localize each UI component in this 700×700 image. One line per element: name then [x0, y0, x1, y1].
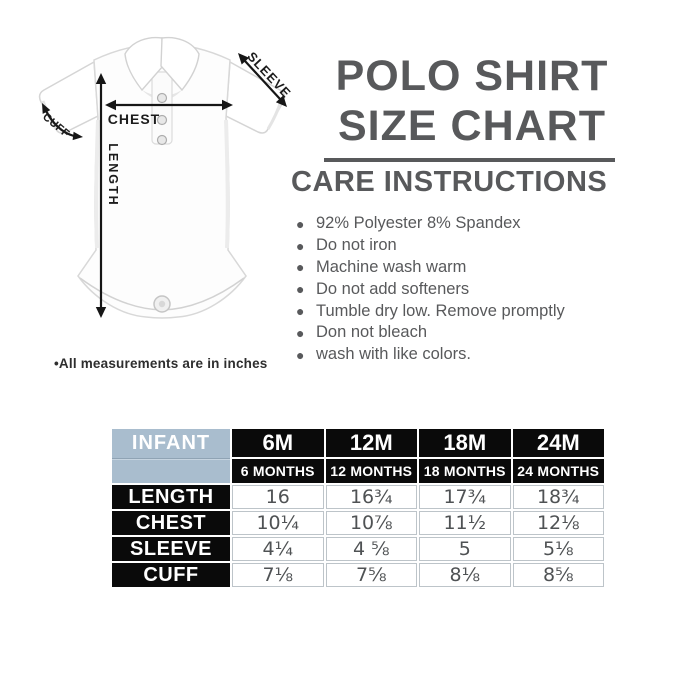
- measurements-note: •All measurements are in inches: [54, 356, 268, 371]
- infant-label: INFANT: [131, 432, 211, 454]
- chest-label: CHEST: [108, 111, 160, 127]
- list-item: ● Tumble dry low. Remove promptly: [296, 300, 656, 322]
- collar-right-flap: [160, 36, 200, 92]
- row-header-chest: CHEST: [112, 511, 230, 535]
- bullet-icon: ●: [296, 324, 305, 341]
- title-line-1: POLO SHIRT: [335, 52, 609, 100]
- bullet-icon: ●: [296, 259, 305, 276]
- bullet-icon: ●: [296, 303, 305, 320]
- placket-button-2: [156, 114, 168, 126]
- table-cell: 12⅛: [512, 511, 604, 535]
- body-shade-left: [94, 119, 100, 249]
- column-header-12m: 12M: [325, 429, 417, 457]
- column-header-24m: 24M: [512, 429, 604, 457]
- table-cell: 4 ⅝: [325, 537, 417, 561]
- bullet-icon: ●: [296, 281, 305, 298]
- row-header-length: LENGTH: [112, 485, 230, 509]
- column-subheader-6-months: 6 MONTHS: [232, 459, 324, 483]
- table-cell: 17¾: [419, 485, 511, 509]
- table-cell: 10⅞: [325, 511, 417, 535]
- onesie-illustration: CHEST LENGTH SLEEVE CUFF: [30, 28, 310, 358]
- table-cell: 5⅛: [512, 537, 604, 561]
- table-cell: 8⅝: [512, 563, 604, 587]
- table-cell: 18¾: [512, 485, 604, 509]
- placket-button-1: [156, 92, 168, 104]
- care-instructions-list: ● 92% Polyester 8% Spandex ● Do not iron…: [296, 213, 656, 366]
- bullet-icon: ●: [296, 215, 305, 232]
- onesie-graphic: CHEST LENGTH SLEEVE CUFF: [38, 36, 294, 319]
- page-title: POLO SHIRT SIZE CHART: [312, 52, 632, 152]
- care-item-text: Do not add softeners: [316, 279, 470, 298]
- title-underline: [324, 158, 615, 162]
- infant-group-header: INFANT: [112, 429, 230, 483]
- placket: [151, 71, 173, 145]
- column-subheader-12-months: 12 MONTHS: [325, 459, 417, 483]
- body-shade-right: [224, 119, 230, 249]
- column-header-6m: 6M: [232, 429, 324, 457]
- table-cell: 16¾: [325, 485, 417, 509]
- cuff-arrow: [42, 103, 83, 141]
- chest-arrow: [105, 99, 233, 111]
- row-header-cuff: CUFF: [112, 563, 230, 587]
- table-cell: 11½: [419, 511, 511, 535]
- title-line-2: SIZE CHART: [338, 101, 606, 150]
- care-item-text: 92% Polyester 8% Spandex: [316, 214, 521, 233]
- infant-cell-divider: [112, 458, 230, 460]
- table-cell: 7⅛: [232, 563, 324, 587]
- care-item-text: Do not iron: [316, 236, 397, 255]
- list-item: ● wash with like colors.: [296, 344, 656, 366]
- sleeve-arrow: [238, 53, 287, 107]
- column-header-18m: 18M: [419, 429, 511, 457]
- care-instructions-heading: CARE INSTRUCTIONS: [291, 166, 608, 198]
- list-item: ● Machine wash warm: [296, 257, 656, 279]
- row-header-sleeve: SLEEVE: [112, 537, 230, 561]
- list-item: ● Do not add softeners: [296, 278, 656, 300]
- length-arrow: [95, 73, 107, 318]
- table-cell: 7⅝: [325, 563, 417, 587]
- bullet-icon: ●: [296, 346, 305, 363]
- care-item-text: wash with like colors.: [316, 345, 471, 364]
- table-cell: 10¼: [232, 511, 324, 535]
- list-item: ● Do not iron: [296, 235, 656, 257]
- column-subheader-24-months: 24 MONTHS: [512, 459, 604, 483]
- list-item: ● Don not bleach: [296, 322, 656, 344]
- size-table: INFANT 6M 12M 18M 24M 6 MONTHS 12 MONTHS…: [112, 429, 604, 587]
- table-cell: 8⅛: [419, 563, 511, 587]
- list-item: ● 92% Polyester 8% Spandex: [296, 213, 656, 235]
- placket-button-3: [156, 134, 168, 146]
- bullet-icon: ●: [296, 237, 305, 254]
- care-item-text: Don not bleach: [316, 323, 427, 342]
- care-item-text: Tumble dry low. Remove promptly: [316, 301, 565, 320]
- snap-button-center: [158, 300, 166, 308]
- column-subheader-18-months: 18 MONTHS: [419, 459, 511, 483]
- table-cell: 16: [232, 485, 324, 509]
- table-cell: 5: [419, 537, 511, 561]
- length-label: LENGTH: [106, 143, 120, 206]
- table-cell: 4¼: [232, 537, 324, 561]
- care-item-text: Machine wash warm: [316, 257, 467, 276]
